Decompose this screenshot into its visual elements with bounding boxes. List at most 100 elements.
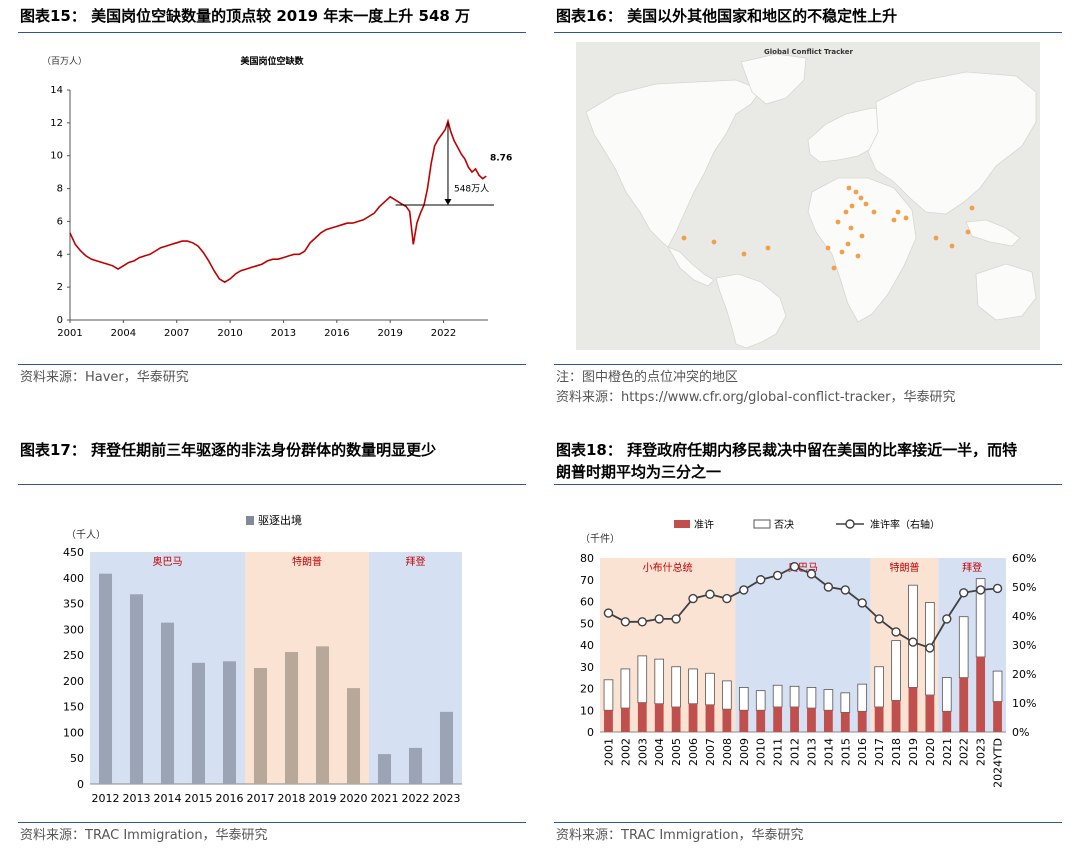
denied-bar bbox=[908, 584, 918, 688]
x-tick-label: 2017 bbox=[247, 792, 275, 805]
fig15-bottom-rule bbox=[18, 364, 526, 365]
legend-granted-swatch bbox=[674, 520, 690, 528]
conflict-dot bbox=[711, 239, 717, 245]
granted-bar bbox=[637, 702, 647, 732]
end-value-label: 8.76 bbox=[490, 154, 512, 164]
legend-swatch bbox=[246, 516, 254, 525]
granted-bar bbox=[959, 677, 969, 732]
x-tick-label: 2016 bbox=[856, 738, 869, 766]
granted-bar bbox=[790, 706, 799, 732]
grant-rate-point bbox=[688, 593, 698, 604]
job-openings-line bbox=[69, 118, 487, 284]
x-tick-label: 2020 bbox=[924, 738, 937, 766]
y-tick-label: 2 bbox=[57, 282, 63, 293]
x-tick-label: 2022 bbox=[958, 738, 971, 766]
legend-denied-swatch bbox=[753, 519, 771, 529]
denied-bar bbox=[958, 616, 969, 679]
diff-arrowhead bbox=[444, 199, 452, 205]
x-tick-label: 2002 bbox=[619, 738, 632, 766]
deportation-bar bbox=[160, 622, 175, 784]
granted-bar bbox=[925, 695, 935, 732]
grant-rate-point bbox=[959, 588, 969, 598]
grant-rate-point bbox=[671, 614, 681, 624]
conflict-dot bbox=[855, 253, 861, 259]
x-tick-label: 2004 bbox=[653, 738, 666, 766]
granted-bar bbox=[739, 710, 749, 732]
conflict-dot bbox=[681, 235, 687, 241]
x-tick-label: 2017 bbox=[873, 738, 886, 766]
x-tick-label: 2003 bbox=[636, 738, 649, 766]
period-label: 奥巴马 bbox=[153, 555, 183, 568]
x-tick-label: 2007 bbox=[704, 738, 717, 766]
conflict-dot bbox=[863, 201, 869, 207]
fig15-title: 图表15： 美国岗位空缺数量的顶点较 2019 年末一度上升 548 万 bbox=[20, 7, 471, 25]
denied-bar bbox=[941, 677, 952, 712]
conflict-dots bbox=[681, 185, 975, 271]
y-tick-label: 8 bbox=[57, 184, 63, 195]
conflict-dot bbox=[853, 189, 859, 195]
greenland-shape bbox=[740, 53, 807, 105]
y-tick-label: 10 bbox=[50, 151, 63, 162]
grant-rate-point bbox=[722, 593, 732, 604]
x-tick-label: 2013 bbox=[123, 792, 151, 805]
granted-bar bbox=[993, 701, 1002, 732]
conflict-dot bbox=[825, 245, 831, 251]
legend-denied-label: 否决 bbox=[774, 519, 794, 531]
y-tick-label: 20 bbox=[580, 683, 594, 696]
x-tick-label: 2023 bbox=[433, 792, 461, 805]
fig17-rule bbox=[18, 484, 526, 485]
y2-tick-label: 40% bbox=[1012, 610, 1036, 623]
denied-bar bbox=[722, 680, 732, 710]
x-tick-label: 2019 bbox=[309, 792, 337, 805]
granted-bar bbox=[874, 706, 884, 732]
grant-rate-point bbox=[772, 570, 783, 581]
x-tick-label: 2004 bbox=[111, 328, 136, 339]
denied-bar bbox=[992, 670, 1003, 702]
granted-bar bbox=[688, 703, 698, 732]
fig17-title: 图表17： 拜登任期前三年驱逐的非法身份群体的数量明显更少 bbox=[20, 441, 437, 459]
grant-rate-point bbox=[654, 614, 664, 624]
x-tick-label: 2018 bbox=[890, 738, 903, 766]
conflict-dot bbox=[835, 219, 841, 225]
fig15-source: 资料来源：Haver，华泰研究 bbox=[20, 370, 189, 385]
y-tick-label: 0 bbox=[77, 778, 84, 791]
grant-rate-point bbox=[603, 608, 614, 618]
grant-rate-point bbox=[840, 585, 850, 595]
deportation-bar bbox=[439, 711, 454, 784]
y-tick-label: 10 bbox=[580, 704, 594, 717]
southeast-asia-shape bbox=[965, 219, 1021, 247]
granted-bar bbox=[654, 703, 664, 732]
y-tick-label: 6 bbox=[57, 216, 63, 227]
legend-rate-marker bbox=[845, 519, 855, 529]
x-tick-label: 2008 bbox=[721, 738, 734, 766]
y-tick-label: 70 bbox=[580, 574, 594, 587]
deportation-bar bbox=[315, 646, 330, 784]
y-tick-label: 12 bbox=[50, 118, 63, 129]
conflict-dot bbox=[843, 209, 849, 215]
legend-granted-label: 准许 bbox=[694, 519, 714, 531]
denied-bar bbox=[755, 690, 766, 711]
x-tick-label: 2019 bbox=[377, 328, 402, 339]
x-tick-label: 2012 bbox=[789, 738, 802, 766]
x-tick-label: 2006 bbox=[687, 738, 700, 766]
x-tick-label: 2016 bbox=[324, 328, 349, 339]
x-tick-label: 2013 bbox=[271, 328, 296, 339]
grant-rate-point bbox=[756, 575, 766, 585]
x-tick-label: 2013 bbox=[805, 738, 818, 766]
x-tick-label: 2023 bbox=[975, 738, 988, 766]
denied-bar bbox=[637, 655, 648, 704]
granted-bar bbox=[705, 704, 715, 732]
continents bbox=[585, 53, 1037, 349]
granted-bar bbox=[756, 710, 766, 732]
y-tick-label: 0 bbox=[587, 726, 594, 739]
conflict-dot bbox=[848, 225, 854, 231]
denied-bar bbox=[688, 668, 698, 705]
y-tick-label: 30 bbox=[580, 661, 594, 674]
conflict-map: Global Conflict Tracker bbox=[576, 42, 1040, 350]
deportation-bar bbox=[284, 652, 299, 784]
granted-bar bbox=[773, 706, 783, 732]
y2-tick-label: 30% bbox=[1012, 639, 1036, 652]
period-label: 特朗普 bbox=[890, 561, 920, 574]
x-tick-label: 2005 bbox=[670, 738, 683, 766]
period-label: 特朗普 bbox=[292, 555, 322, 568]
